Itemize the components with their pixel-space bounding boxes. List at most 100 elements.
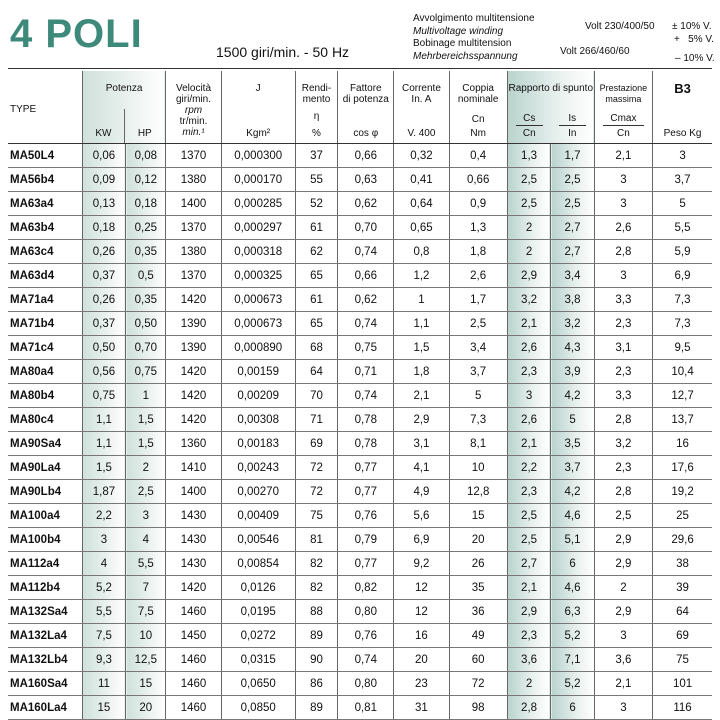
cell-cs-cn: 2,8 [507, 695, 552, 720]
cell-peso: 5 [652, 191, 712, 216]
cell-j: 0,000325 [221, 263, 296, 288]
cell-coppia: 12,8 [449, 479, 508, 504]
cell-coppia: 49 [449, 623, 508, 648]
cell-kw: 11 [82, 671, 127, 696]
cell-type: MA50L4 [8, 143, 83, 168]
cell-coppia: 1,3 [449, 215, 508, 240]
cell-cs-cn: 2 [507, 671, 552, 696]
cell-is-in: 4,3 [550, 335, 595, 360]
cell-rendimento: 68 [295, 335, 339, 360]
cell-cs-cn: 2,2 [507, 455, 552, 480]
cell-cmax-cn: 3 [594, 191, 654, 216]
cell-coppia: 0,9 [449, 191, 508, 216]
cell-rpm: 1390 [165, 335, 222, 360]
cell-peso: 10,4 [652, 359, 712, 384]
cell-rpm: 1410 [165, 455, 222, 480]
peso-header: B3 Peso Kg [652, 71, 712, 144]
cell-peso: 39 [652, 575, 712, 600]
cell-type: MA132Sa4 [8, 599, 83, 624]
cell-cos-phi: 0,76 [337, 503, 395, 528]
cell-is-in: 4,6 [550, 503, 595, 528]
cell-kw: 0,37 [82, 263, 127, 288]
cell-peso: 116 [652, 695, 712, 720]
table-row: MA63a4 0,13 0,18 1400 0,000285 52 0,62 0,64 0,9 2… [8, 191, 712, 216]
cell-j: 0,000170 [221, 167, 296, 192]
cell-cs-cn: 2,1 [507, 431, 552, 456]
j-header: J Kgm² [221, 71, 296, 144]
cell-j: 0,000297 [221, 215, 296, 240]
cell-type: MA132Lb4 [8, 647, 83, 672]
cell-cos-phi: 0,80 [337, 599, 395, 624]
cell-is-in: 5,1 [550, 527, 595, 552]
cell-type: MA80c4 [8, 407, 83, 432]
header-rule [8, 68, 712, 69]
cell-rendimento: 52 [295, 191, 339, 216]
cell-cos-phi: 0,78 [337, 407, 395, 432]
cell-j: 0,0126 [221, 575, 296, 600]
potenza-header: Potenza KW HP [82, 71, 167, 144]
table-row: MA132La4 7,5 10 1450 0,0272 89 0,76 16 49 2,3 5,2 3… [8, 623, 712, 648]
cell-rpm: 1430 [165, 551, 222, 576]
cell-is-in: 5,2 [550, 671, 595, 696]
table-row: MA80a4 0,56 0,75 1420 0,00159 64 0,71 1,8 3,7 2,3… [8, 359, 712, 384]
cell-hp: 0,35 [125, 239, 167, 264]
cell-kw: 9,3 [82, 647, 127, 672]
cell-kw: 3 [82, 527, 127, 552]
cell-corrente: 1,1 [393, 311, 450, 336]
cell-rendimento: 72 [295, 455, 339, 480]
cell-rpm: 1460 [165, 695, 222, 720]
cell-corrente: 0,8 [393, 239, 450, 264]
cell-corrente: 4,1 [393, 455, 450, 480]
cell-rendimento: 69 [295, 431, 339, 456]
cell-hp: 2,5 [125, 479, 167, 504]
cell-rpm: 1380 [165, 167, 222, 192]
cell-rendimento: 55 [295, 167, 339, 192]
cell-is-in: 4,6 [550, 575, 595, 600]
page-title: 4 POLI [10, 12, 143, 56]
cell-rendimento: 37 [295, 143, 339, 168]
cell-rpm: 1420 [165, 359, 222, 384]
velocita-header: Velocità giri/min. rpm tr/min. min.¹ [165, 71, 222, 144]
cell-is-in: 3,2 [550, 311, 595, 336]
table-row: MA160La4 15 20 1460 0,0850 89 0,81 31 98 2,8 6 3 116 [8, 695, 712, 720]
cell-cos-phi: 0,77 [337, 479, 395, 504]
cell-rendimento: 62 [295, 239, 339, 264]
cell-cs-cn: 2,5 [507, 191, 552, 216]
cell-corrente: 1,5 [393, 335, 450, 360]
cs-header: Cs [523, 113, 536, 124]
cell-cmax-cn: 2,6 [594, 215, 654, 240]
cell-cos-phi: 0,78 [337, 431, 395, 456]
cell-rpm: 1390 [165, 311, 222, 336]
cell-corrente: 2,1 [393, 383, 450, 408]
cell-corrente: 0,32 [393, 143, 450, 168]
cell-hp: 0,35 [125, 287, 167, 312]
table-row: MA63b4 0,18 0,25 1370 0,000297 61 0,70 0,65 1,3 2… [8, 215, 712, 240]
table-row: MA50L4 0,06 0,08 1370 0,000300 37 0,66 0,32 0,4 1… [8, 143, 712, 168]
cell-j: 0,000890 [221, 335, 296, 360]
cell-rendimento: 88 [295, 599, 339, 624]
cell-peso: 19,2 [652, 479, 712, 504]
cell-rpm: 1450 [165, 623, 222, 648]
table-row: MA71a4 0,26 0,35 1420 0,000673 61 0,62 1 1,7 3,2 3… [8, 287, 712, 312]
cell-kw: 0,26 [82, 239, 127, 264]
cell-rpm: 1420 [165, 383, 222, 408]
cell-rpm: 1460 [165, 647, 222, 672]
cell-hp: 12,5 [125, 647, 167, 672]
cell-hp: 0,12 [125, 167, 167, 192]
cell-kw: 4 [82, 551, 127, 576]
rapporto-header: Rapporto di spunto Cs Cn Is In [507, 71, 595, 144]
cell-type: MA80a4 [8, 359, 83, 384]
cell-j: 0,00209 [221, 383, 296, 408]
cell-cos-phi: 0,82 [337, 575, 395, 600]
cell-coppia: 60 [449, 647, 508, 672]
cell-corrente: 6,9 [393, 527, 450, 552]
cell-kw: 2,2 [82, 503, 127, 528]
cell-cmax-cn: 2,9 [594, 551, 654, 576]
table-header-row: TYPE Potenza KW HP Velocità giri/min. rp… [8, 71, 712, 144]
cell-coppia: 98 [449, 695, 508, 720]
cell-corrente: 12 [393, 599, 450, 624]
cell-is-in: 2,7 [550, 215, 595, 240]
cell-type: MA71b4 [8, 311, 83, 336]
cell-cmax-cn: 2,8 [594, 479, 654, 504]
cell-corrente: 23 [393, 671, 450, 696]
